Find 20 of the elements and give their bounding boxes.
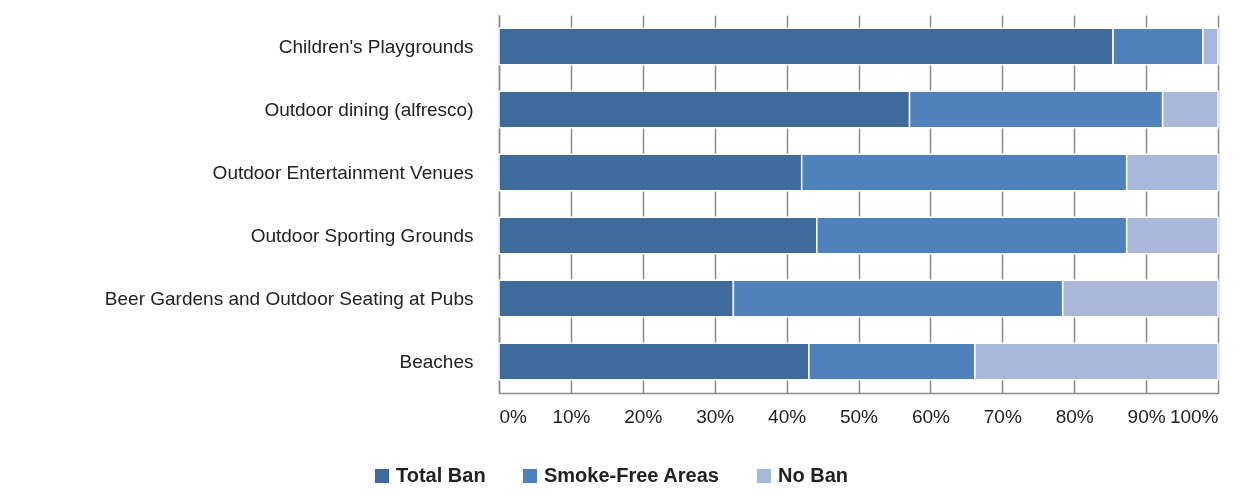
x-tick-label: 20% <box>624 405 663 427</box>
y-tick-label: Outdoor Sporting Grounds <box>250 224 474 246</box>
x-tick-label: 40% <box>768 405 807 427</box>
legend-label: No Ban <box>778 464 848 486</box>
y-tick-label: Children's Playgrounds <box>278 35 474 57</box>
x-tick-label: 80% <box>1055 405 1094 427</box>
legend-label: Total Ban <box>396 464 486 486</box>
x-tick-label: 70% <box>983 405 1022 427</box>
legend-label: Smoke-Free Areas <box>544 464 719 486</box>
y-tick-label: Outdoor dining (alfresco) <box>264 98 474 120</box>
y-tick-label: Beaches <box>399 350 474 372</box>
y-tick-label: Outdoor Entertainment Venues <box>212 161 474 183</box>
x-tick-label: 30% <box>696 405 735 427</box>
x-tick-label: 50% <box>839 405 879 427</box>
x-tick-label: 90% <box>1127 405 1166 427</box>
x-tick-label: 0% <box>499 405 528 427</box>
x-tick-label: 100% <box>1169 405 1219 427</box>
x-tick-label: 60% <box>911 405 951 427</box>
x-tick-label: 10% <box>552 405 591 427</box>
y-tick-label: Beer Gardens and Outdoor Seating at Pubs <box>104 287 474 309</box>
